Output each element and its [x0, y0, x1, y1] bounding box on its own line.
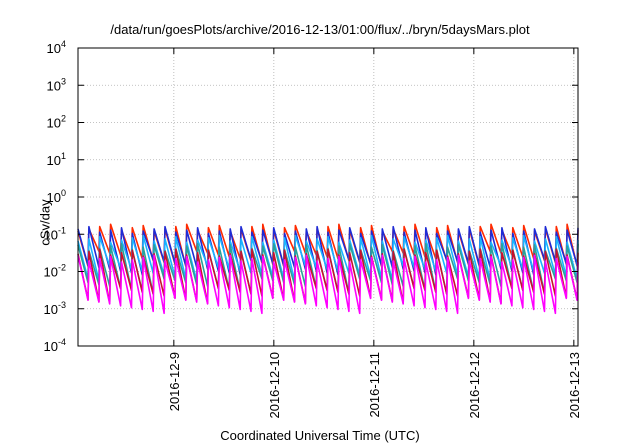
- y-tick-label: 102: [47, 114, 66, 131]
- y-tick-label: 104: [47, 39, 66, 56]
- x-tick-label: 2016-12-12: [467, 352, 482, 419]
- y-axis-label: cSv/day: [37, 199, 53, 246]
- y-tick-label: 101: [47, 151, 66, 168]
- y-tick-label: 103: [47, 76, 66, 93]
- y-tick-label: 10-3: [44, 300, 66, 317]
- x-tick-label: 2016-12-10: [267, 352, 282, 419]
- chart-title: /data/run/goesPlots/archive/2016-12-13/0…: [110, 22, 530, 37]
- axis-ticks: 10-410-310-210-11001011021031042016-12-9…: [44, 39, 582, 419]
- x-tick-label: 2016-12-11: [367, 352, 382, 418]
- y-tick-label: 10-2: [44, 263, 66, 280]
- x-axis-label: Coordinated Universal Time (UTC): [220, 428, 420, 443]
- y-tick-label: 10-4: [44, 337, 66, 354]
- x-tick-label: 2016-12-9: [167, 352, 182, 411]
- series-group: [77, 223, 579, 315]
- x-tick-label: 2016-12-13: [567, 352, 582, 419]
- series-line: [77, 254, 579, 315]
